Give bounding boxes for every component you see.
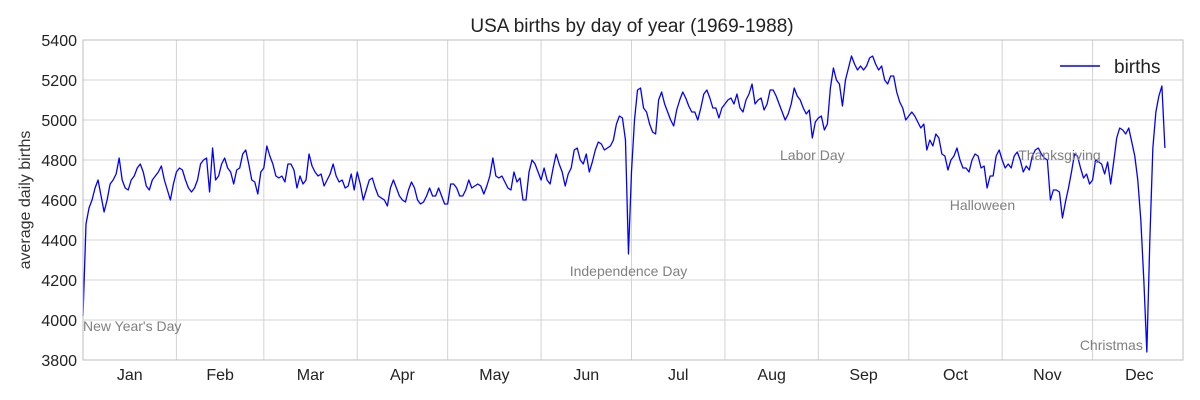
grid bbox=[83, 39, 1183, 361]
legend: births bbox=[1060, 57, 1160, 78]
x-tick-labels: Jan Feb Mar Apr May Jun Jul Aug Sep Oct Nov Dec bbox=[117, 367, 1154, 384]
y-tick-5000: 5000 bbox=[41, 113, 77, 130]
annotation-christmas: Christmas bbox=[1080, 337, 1143, 353]
x-tick-apr: Apr bbox=[390, 367, 416, 384]
x-tick-feb: Feb bbox=[206, 367, 234, 384]
x-tick-oct: Oct bbox=[943, 367, 968, 384]
y-axis-label: average daily births bbox=[17, 131, 34, 270]
x-tick-mar: Mar bbox=[297, 367, 325, 384]
legend-label-births: births bbox=[1114, 57, 1160, 78]
series-layer bbox=[82, 55, 1166, 353]
annotations: New Year's Day Independence Day Labor Day H… bbox=[83, 147, 1143, 353]
y-tick-4400: 4400 bbox=[41, 233, 77, 250]
series-line-births bbox=[82, 55, 1166, 353]
x-tick-dec: Dec bbox=[1125, 367, 1153, 384]
x-tick-jul: Jul bbox=[668, 367, 688, 384]
y-tick-4600: 4600 bbox=[41, 193, 77, 210]
plot-frame bbox=[82, 39, 1184, 361]
x-tick-nov: Nov bbox=[1033, 367, 1061, 384]
annotation-labor-day: Labor Day bbox=[780, 147, 845, 163]
y-tick-5200: 5200 bbox=[41, 73, 77, 90]
y-tick-4800: 4800 bbox=[41, 153, 77, 170]
annotation-thanksgiving: Thanksgiving bbox=[1018, 147, 1101, 163]
annotation-new-year-s-day: New Year's Day bbox=[83, 318, 181, 334]
y-tick-4200: 4200 bbox=[41, 273, 77, 290]
y-tick-4000: 4000 bbox=[41, 313, 77, 330]
y-tick-3800: 3800 bbox=[41, 353, 77, 370]
x-tick-sep: Sep bbox=[849, 367, 878, 384]
annotation-independence-day: Independence Day bbox=[570, 263, 688, 279]
x-tick-may: May bbox=[479, 367, 509, 384]
y-tick-5400: 5400 bbox=[41, 33, 77, 50]
chart-title: USA births by day of year (1969-1988) bbox=[470, 16, 793, 37]
x-tick-jan: Jan bbox=[117, 367, 143, 384]
x-tick-jun: Jun bbox=[573, 367, 599, 384]
annotation-halloween: Halloween bbox=[950, 197, 1015, 213]
x-tick-aug: Aug bbox=[757, 367, 785, 384]
y-tick-labels: 3800 4000 4200 4400 4600 4800 5000 5200 5400 bbox=[41, 33, 77, 370]
